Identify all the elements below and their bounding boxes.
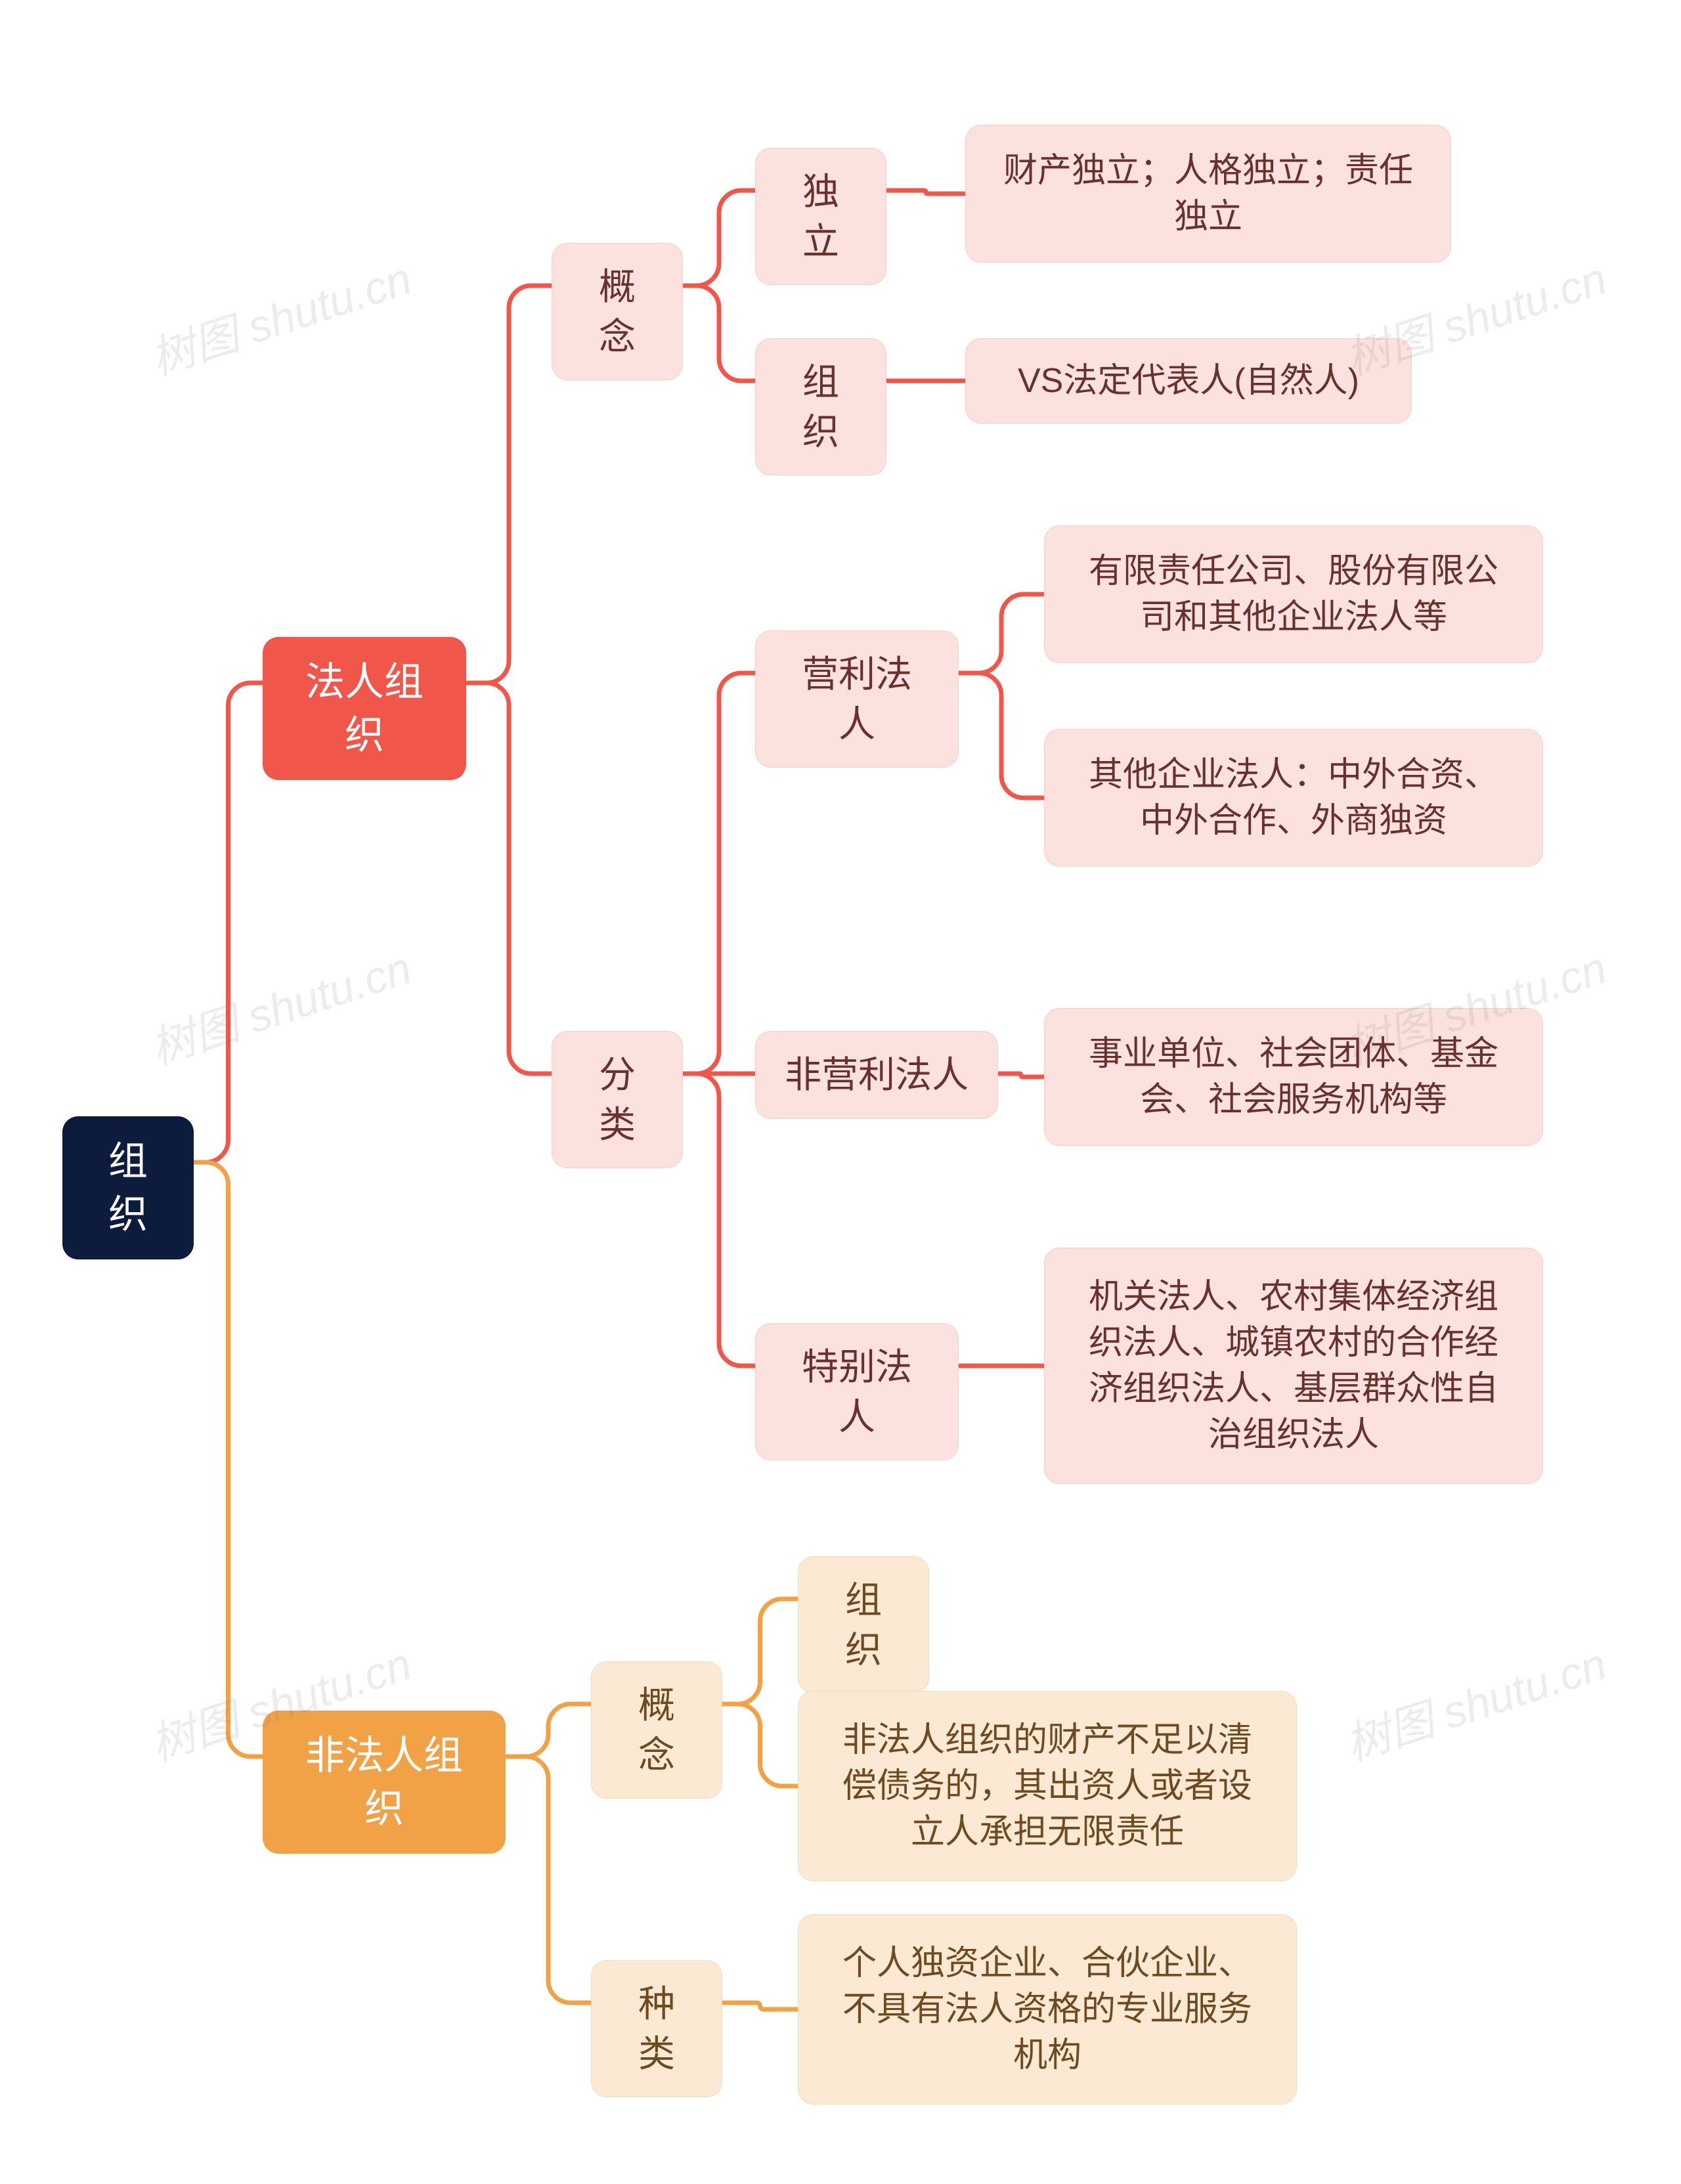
- mindmap-node-n1_1_2_1[interactable]: VS法定代表人(自然人): [965, 338, 1412, 424]
- mindmap-node-n1_1[interactable]: 概念: [552, 243, 683, 380]
- mindmap-node-n2_1_1[interactable]: 组织: [798, 1556, 929, 1693]
- watermark: 树图 shutu.cn: [1336, 1628, 1613, 1773]
- connector: [683, 286, 755, 381]
- connector: [194, 1162, 263, 1757]
- mindmap-node-n2_1[interactable]: 概念: [591, 1661, 722, 1799]
- connector: [683, 1074, 755, 1366]
- watermark: 树图 shutu.cn: [141, 932, 418, 1077]
- connector: [506, 1757, 591, 2003]
- mindmap-node-root[interactable]: 组织: [62, 1116, 194, 1259]
- watermark: 树图 shutu.cn: [141, 242, 418, 387]
- mindmap-node-n1[interactable]: 法人组织: [263, 637, 466, 780]
- mindmap-node-n1_1_2[interactable]: 组织: [755, 338, 886, 475]
- connector: [722, 2003, 798, 2009]
- mindmap-node-n1_2_3[interactable]: 特别法人: [755, 1323, 959, 1460]
- connector: [722, 1599, 798, 1704]
- connector: [886, 190, 965, 194]
- connector: [959, 594, 1044, 673]
- mindmap-node-n2_2[interactable]: 种类: [591, 1960, 722, 2097]
- connector: [683, 190, 755, 286]
- mindmap-node-n2_2_1[interactable]: 个人独资企业、合伙企业、不具有法人资格的专业服务机构: [798, 1914, 1297, 2105]
- connector: [998, 1074, 1044, 1077]
- mindmap-node-n1_1_1_1[interactable]: 财产独立；人格独立；责任独立: [965, 125, 1451, 263]
- connector: [194, 683, 263, 1162]
- mindmap-node-n1_2_2[interactable]: 非营利法人: [755, 1031, 998, 1119]
- mindmap-node-n1_2_2_1[interactable]: 事业单位、社会团体、基金会、社会服务机构等: [1044, 1008, 1543, 1146]
- connector: [506, 1704, 591, 1757]
- mindmap-node-n2_1_2[interactable]: 非法人组织的财产不足以清偿债务的，其出资人或者设立人承担无限责任: [798, 1691, 1297, 1881]
- mindmap-node-n1_2[interactable]: 分类: [552, 1031, 683, 1168]
- connector: [466, 683, 552, 1074]
- mindmap-node-n2[interactable]: 非法人组织: [263, 1711, 506, 1854]
- mindmap-node-n1_2_3_1[interactable]: 机关法人、农村集体经济组织法人、城镇农村的合作经济组织法人、基层群众性自治组织法…: [1044, 1248, 1543, 1484]
- connector: [722, 1704, 798, 1786]
- mindmap-node-n1_2_1_1[interactable]: 有限责任公司、股份有限公司和其他企业法人等: [1044, 525, 1543, 663]
- connector: [466, 286, 552, 683]
- connector: [959, 673, 1044, 798]
- mindmap-node-n1_1_1[interactable]: 独立: [755, 148, 886, 285]
- connector: [683, 673, 755, 1074]
- mindmap-node-n1_2_1_2[interactable]: 其他企业法人：中外合资、中外合作、外商独资: [1044, 729, 1543, 867]
- mindmap-node-n1_2_1[interactable]: 营利法人: [755, 630, 959, 768]
